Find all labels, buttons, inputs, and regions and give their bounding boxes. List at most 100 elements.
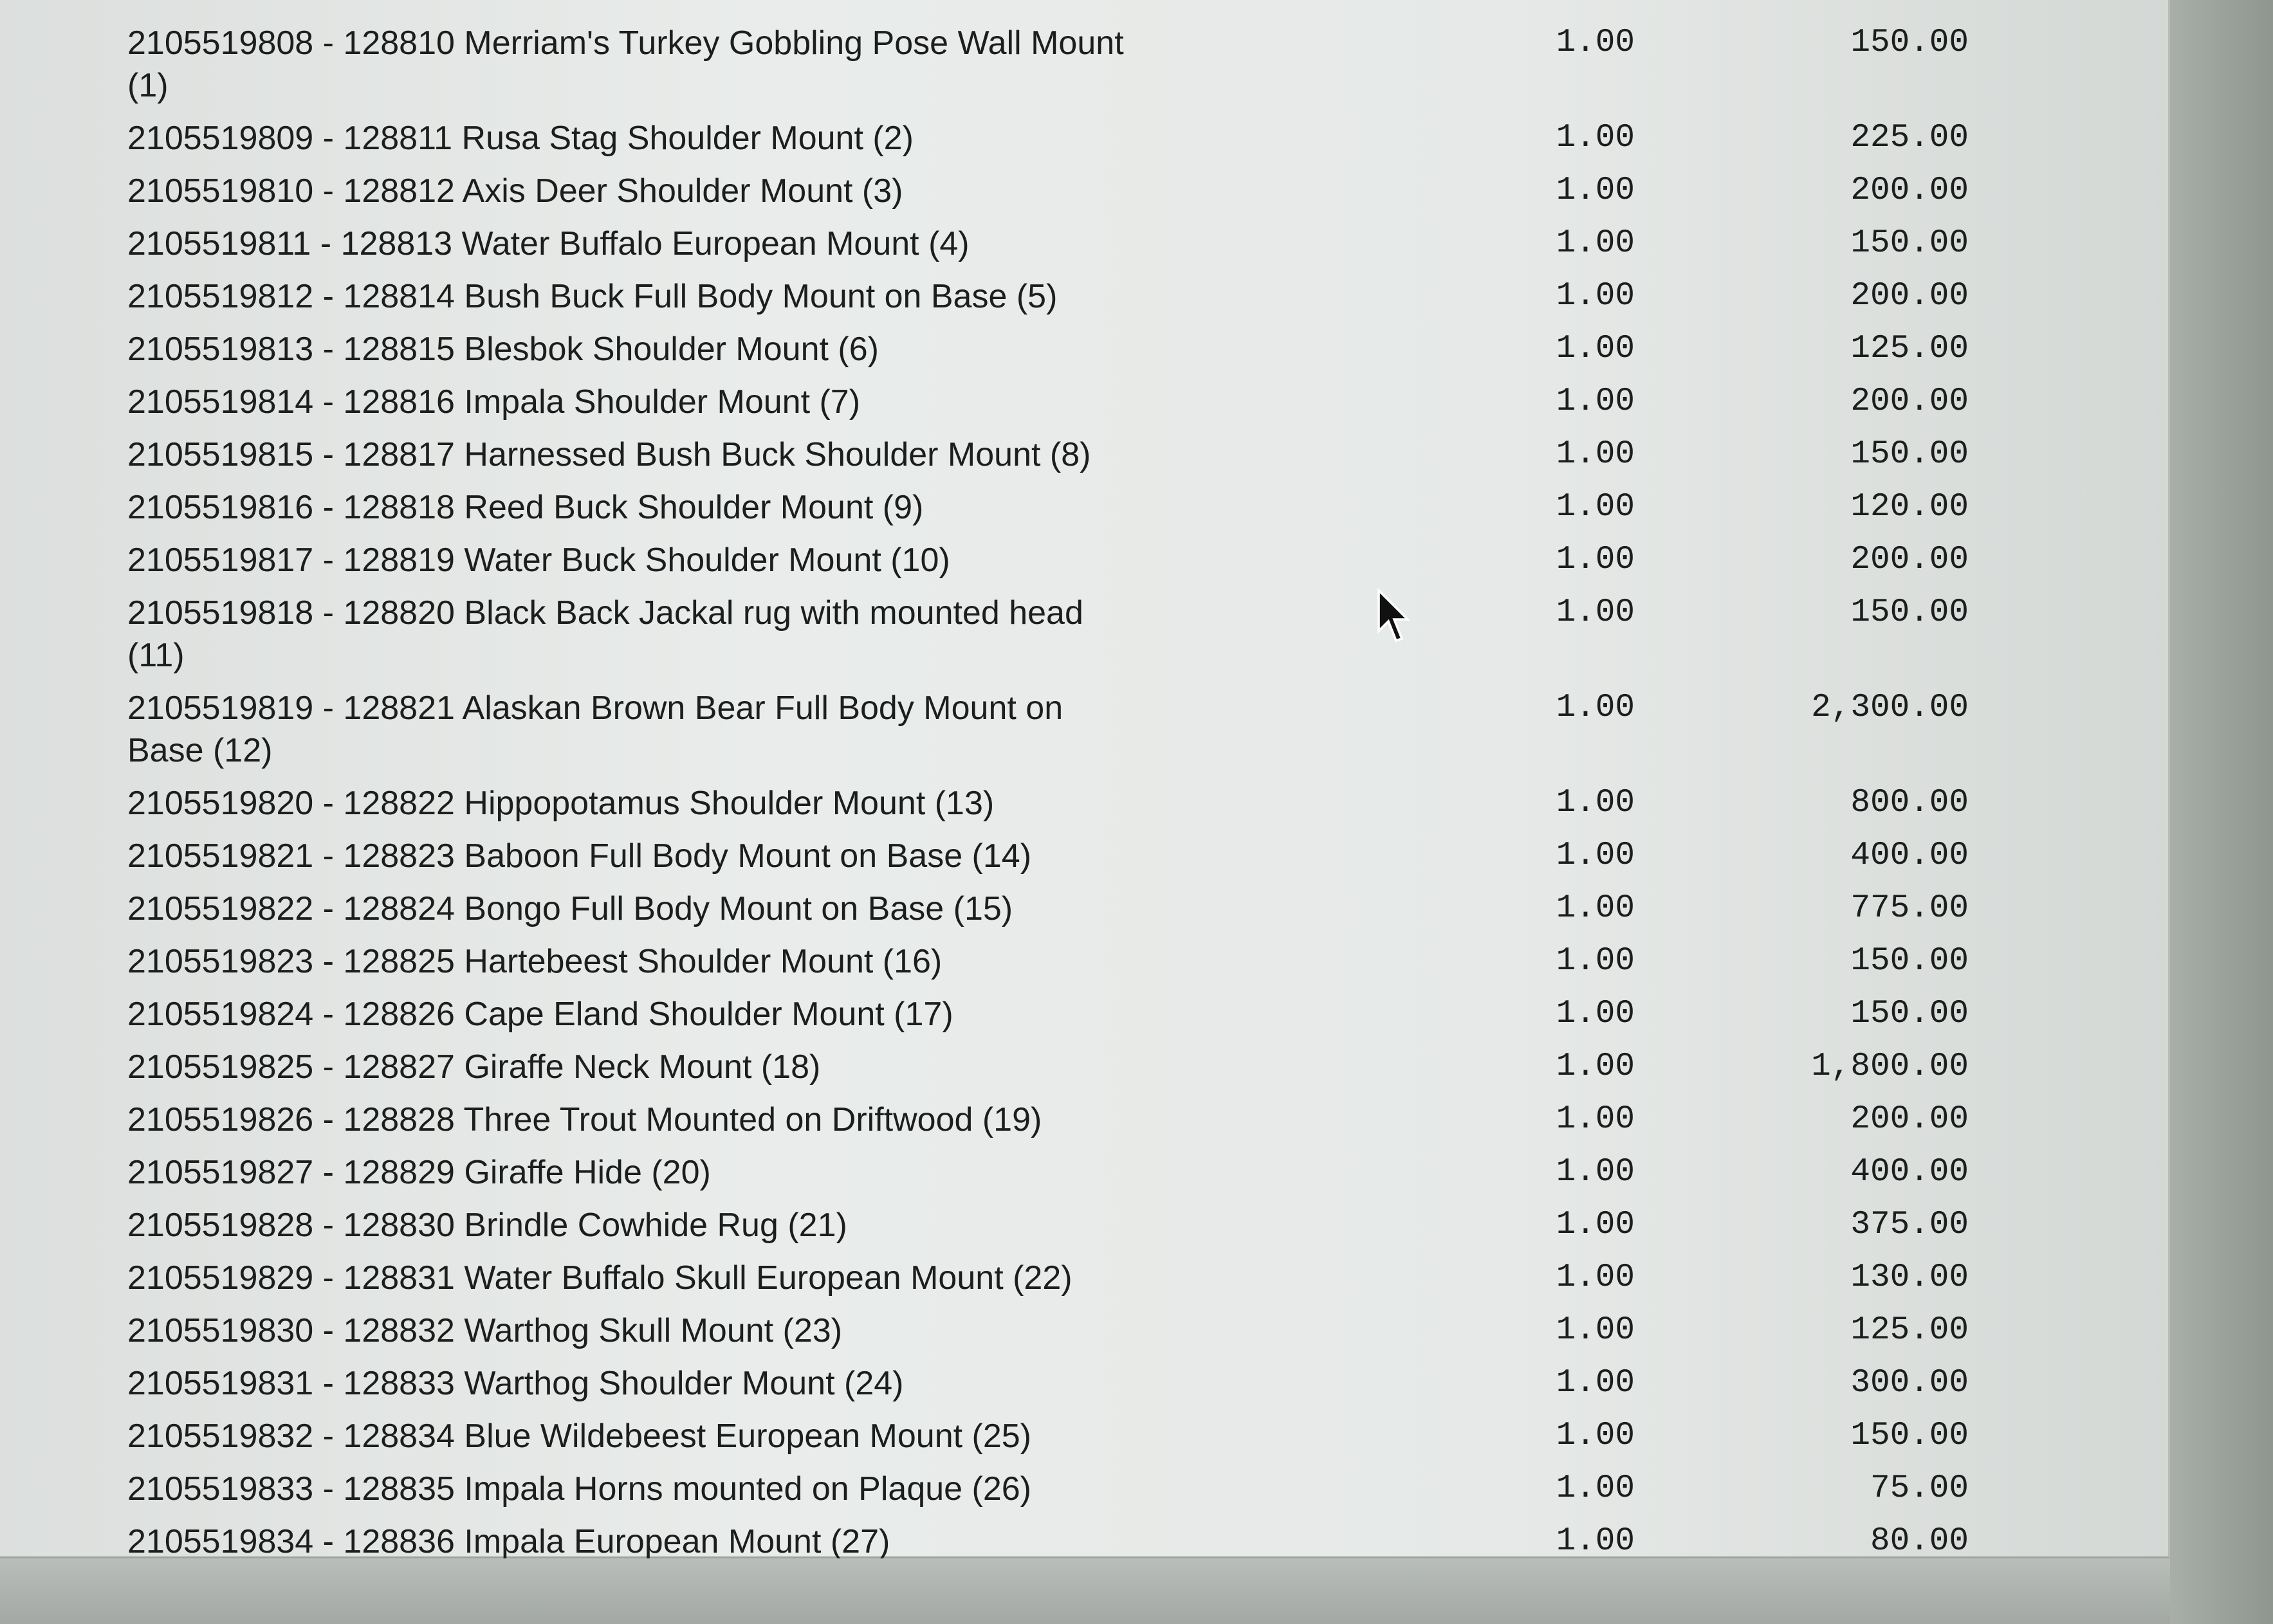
separator: - — [313, 837, 344, 875]
item-quantity: 1.00 — [1556, 1101, 1635, 1138]
separator: - — [313, 278, 344, 315]
line-item-row: 2105519816 - 128818 Reed Buck Shoulder M… — [127, 481, 1969, 534]
item-description: 128825 Hartebeest Shoulder Mount (16) — [343, 943, 943, 980]
item-id: 2105519832 — [127, 1418, 314, 1455]
item-id: 2105519834 — [127, 1523, 314, 1560]
line-item-row: 2105519827 - 128829 Giraffe Hide (20) 1.0… — [127, 1146, 1969, 1199]
window-edge — [2170, 0, 2273, 1624]
item-id: 2105519825 — [127, 1048, 314, 1086]
line-item-description: 2105519826 - 128828 Three Trout Mounted … — [127, 1099, 1144, 1141]
line-item-description: 2105519831 - 128833 Warthog Shoulder Mou… — [127, 1362, 1144, 1405]
item-quantity: 1.00 — [1556, 594, 1635, 631]
item-amount: 200.00 — [1850, 278, 1969, 315]
item-quantity: 1.00 — [1556, 943, 1635, 980]
separator: - — [313, 594, 344, 632]
item-id: 2105519830 — [127, 1312, 314, 1349]
item-quantity: 1.00 — [1556, 1470, 1635, 1507]
separator: - — [313, 1365, 344, 1402]
item-id: 2105519829 — [127, 1259, 314, 1297]
item-description: 128820 Black Back Jackal rug with mounte… — [127, 594, 1083, 674]
line-item-description: 2105519813 - 128815 Blesbok Shoulder Mou… — [127, 328, 1144, 370]
line-item-row: 2105519817 - 128819 Water Buck Shoulder … — [127, 534, 1969, 587]
item-quantity: 1.00 — [1556, 278, 1635, 315]
item-amount: 125.00 — [1850, 1312, 1969, 1349]
item-amount: 75.00 — [1870, 1470, 1969, 1507]
line-item-description: 2105519819 - 128821 Alaskan Brown Bear F… — [127, 687, 1144, 772]
separator: - — [313, 1048, 344, 1086]
item-id: 2105519809 — [127, 120, 314, 157]
item-description: 128810 Merriam's Turkey Gobbling Pose Wa… — [127, 24, 1124, 104]
line-item-description: 2105519814 - 128816 Impala Shoulder Moun… — [127, 381, 1144, 423]
item-description: 128831 Water Buffalo Skull European Moun… — [343, 1259, 1072, 1297]
item-quantity: 1.00 — [1556, 1207, 1635, 1243]
item-description: 128836 Impala European Mount (27) — [343, 1523, 890, 1560]
separator: - — [313, 1523, 344, 1560]
item-id: 2105519812 — [127, 278, 314, 315]
line-item-description: 2105519816 - 128818 Reed Buck Shoulder M… — [127, 486, 1144, 529]
line-item-row: 2105519833 - 128835 Impala Horns mounted… — [127, 1463, 1969, 1515]
item-quantity: 1.00 — [1556, 837, 1635, 874]
item-quantity: 1.00 — [1556, 24, 1635, 61]
item-id: 2105519822 — [127, 890, 314, 927]
item-description: 128811 Rusa Stag Shoulder Mount (2) — [343, 120, 914, 157]
item-id: 2105519831 — [127, 1365, 314, 1402]
item-quantity: 1.00 — [1556, 489, 1635, 525]
separator: - — [313, 1207, 344, 1244]
item-quantity: 1.00 — [1556, 120, 1635, 156]
separator: - — [313, 943, 344, 980]
item-id: 2105519820 — [127, 785, 314, 822]
line-item-description: 2105519822 - 128824 Bongo Full Body Moun… — [127, 888, 1144, 930]
item-description: 128814 Bush Buck Full Body Mount on Base… — [343, 278, 1058, 315]
line-item-row: 2105519818 - 128820 Black Back Jackal ru… — [127, 587, 1969, 682]
separator: - — [313, 172, 344, 210]
item-amount: 150.00 — [1850, 943, 1969, 980]
item-description: 128824 Bongo Full Body Mount on Base (15… — [343, 890, 1013, 927]
separator: - — [313, 890, 344, 927]
arrow-pointer-icon — [1377, 588, 1411, 643]
item-amount: 120.00 — [1850, 489, 1969, 525]
item-description: 128812 Axis Deer Shoulder Mount (3) — [343, 172, 903, 210]
item-quantity: 1.00 — [1556, 689, 1635, 726]
line-item-description: 2105519820 - 128822 Hippopotamus Shoulde… — [127, 782, 1144, 825]
item-description: 128834 Blue Wildebeest European Mount (2… — [343, 1418, 1032, 1455]
line-item-description: 2105519817 - 128819 Water Buck Shoulder … — [127, 539, 1144, 581]
separator: - — [313, 785, 344, 822]
separator: - — [313, 996, 344, 1033]
item-id: 2105519818 — [127, 594, 314, 632]
separator: - — [313, 1154, 344, 1191]
separator: - — [313, 436, 344, 473]
item-quantity: 1.00 — [1556, 890, 1635, 927]
bottom-bar — [0, 1558, 2170, 1624]
item-description: 128826 Cape Eland Shoulder Mount (17) — [343, 996, 953, 1033]
item-description: 128827 Giraffe Neck Mount (18) — [343, 1048, 821, 1086]
line-item-description: 2105519830 - 128832 Warthog Skull Mount … — [127, 1309, 1144, 1352]
item-amount: 375.00 — [1850, 1207, 1969, 1243]
item-quantity: 1.00 — [1556, 331, 1635, 367]
line-item-row: 2105519831 - 128833 Warthog Shoulder Mou… — [127, 1357, 1969, 1410]
item-quantity: 1.00 — [1556, 172, 1635, 209]
line-item-description: 2105519832 - 128834 Blue Wildebeest Euro… — [127, 1415, 1144, 1457]
line-item-description: 2105519823 - 128825 Hartebeest Shoulder … — [127, 940, 1144, 983]
line-item-description: 2105519811 - 128813 Water Buffalo Europe… — [127, 223, 1144, 265]
separator: - — [313, 489, 344, 526]
item-quantity: 1.00 — [1556, 1259, 1635, 1296]
item-amount: 80.00 — [1870, 1523, 1969, 1560]
item-quantity: 1.00 — [1556, 1048, 1635, 1085]
item-amount: 800.00 — [1850, 785, 1969, 821]
separator: - — [313, 120, 344, 157]
line-item-description: 2105519810 - 128812 Axis Deer Shoulder M… — [127, 170, 1144, 212]
line-item-description: 2105519833 - 128835 Impala Horns mounted… — [127, 1468, 1144, 1510]
separator: - — [313, 1259, 344, 1297]
line-items-list: 2105519808 - 128810 Merriam's Turkey Gob… — [127, 17, 1969, 1568]
item-id: 2105519827 — [127, 1154, 314, 1191]
item-description: 128832 Warthog Skull Mount (23) — [343, 1312, 843, 1349]
item-quantity: 1.00 — [1556, 1154, 1635, 1191]
item-amount: 400.00 — [1850, 837, 1969, 874]
line-item-description: 2105519827 - 128829 Giraffe Hide (20) — [127, 1151, 1144, 1194]
separator: - — [313, 542, 344, 579]
item-description: 128817 Harnessed Bush Buck Shoulder Moun… — [343, 436, 1091, 473]
item-description: 128829 Giraffe Hide (20) — [343, 1154, 711, 1191]
item-quantity: 1.00 — [1556, 996, 1635, 1032]
item-amount: 300.00 — [1850, 1365, 1969, 1401]
item-description: 128823 Baboon Full Body Mount on Base (1… — [343, 837, 1032, 875]
